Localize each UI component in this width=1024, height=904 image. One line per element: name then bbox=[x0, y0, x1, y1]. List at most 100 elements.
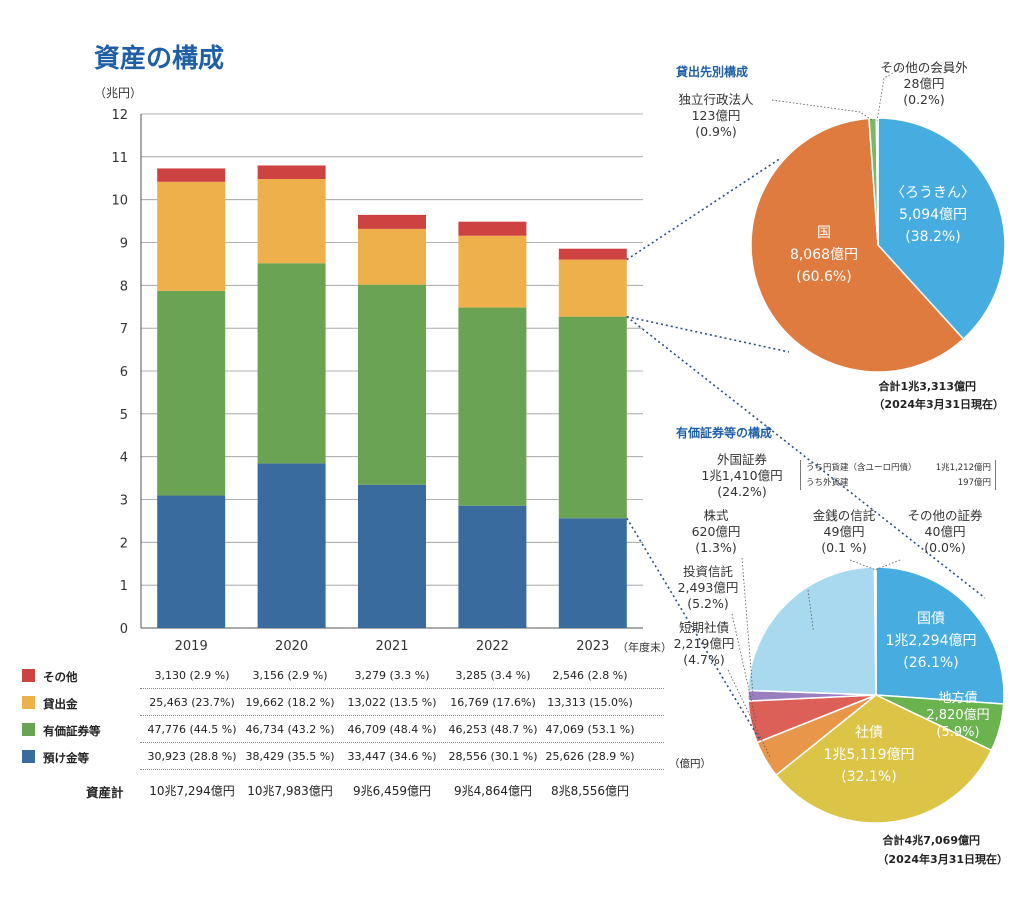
connector-line bbox=[626, 315, 986, 599]
x-tick-label: 2022 bbox=[476, 639, 509, 654]
connector-line bbox=[626, 517, 761, 741]
x-tick-label: 2020 bbox=[275, 639, 308, 654]
bar-segment-deposits bbox=[358, 484, 426, 628]
x-axis-unit: （年度末） bbox=[617, 641, 672, 654]
table-cell: 13,022 (13.5 %) bbox=[347, 696, 437, 709]
row-label-loans: 貸出金 bbox=[43, 697, 78, 711]
pie1-total: 合計1兆3,313億円 bbox=[878, 380, 976, 393]
table-cell: 38,429 (35.5 %) bbox=[245, 750, 335, 763]
table-cell: 46,709 (48.4 %) bbox=[347, 723, 437, 736]
pie2-label-government-bonds: 国債 1兆2,294億円 (26.1%) bbox=[885, 611, 977, 671]
y-tick-label: 6 bbox=[120, 365, 128, 380]
pie1-label-kuni: 国 8,068億円 (60.6%) bbox=[789, 225, 859, 285]
legend-swatch-other bbox=[22, 669, 35, 682]
y-tick-label: 7 bbox=[120, 322, 128, 337]
bar-segment-other bbox=[358, 214, 426, 229]
bar-segment-other bbox=[257, 165, 326, 179]
table-cell: 33,447 (34.6 %) bbox=[347, 750, 437, 763]
bar-segment-securities bbox=[558, 316, 627, 519]
y-tick-label: 1 bbox=[120, 579, 128, 594]
bar-segment-deposits bbox=[458, 505, 527, 628]
loan-pie-title: 貸出先別構成 bbox=[676, 65, 749, 79]
table-cell: 25,463 (23.7%) bbox=[149, 696, 235, 709]
bar-segment-deposits bbox=[558, 518, 627, 628]
row-label-securities: 有価証券等 bbox=[43, 724, 101, 738]
bar-segment-loans bbox=[257, 178, 326, 264]
bar-segment-loans bbox=[358, 228, 426, 285]
note-yen-label: うち円貨建（含ユーロ円債） bbox=[806, 463, 917, 473]
x-tick-label: 2019 bbox=[175, 639, 208, 654]
bar-segment-loans bbox=[458, 235, 527, 308]
y-tick-label: 8 bbox=[120, 279, 128, 294]
total-cell: 8兆8,556億円 bbox=[551, 784, 629, 798]
table-cell: 19,662 (18.2 %) bbox=[245, 696, 335, 709]
pie2-total: 合計4兆7,069億円 bbox=[882, 834, 980, 847]
y-tick-label: 11 bbox=[111, 151, 128, 166]
legend-swatch-securities bbox=[22, 723, 35, 736]
leader-line bbox=[849, 559, 876, 570]
bar-segment-other bbox=[157, 168, 226, 182]
pie1-date: （2024年3月31日現在） bbox=[873, 398, 1004, 411]
row-divider bbox=[140, 688, 664, 689]
bar-segment-securities bbox=[358, 284, 426, 485]
leader-line bbox=[875, 559, 901, 570]
table-cell: 28,556 (30.1 %) bbox=[448, 750, 538, 763]
leader-line bbox=[876, 67, 903, 121]
legend-swatch-deposits bbox=[22, 750, 35, 763]
bar-segment-deposits bbox=[157, 495, 226, 628]
pie2-label-short-term-bonds: 短期社債 2,219億円 (4.7%) bbox=[673, 620, 735, 667]
loan-pie-slice bbox=[750, 117, 965, 373]
securities-pie-slice bbox=[747, 566, 877, 696]
leader-line bbox=[731, 613, 757, 722]
pie2-label-other-securities: その他の証券 40億円 (0.0%) bbox=[907, 508, 983, 555]
table-cell: 25,626 (28.9 %) bbox=[545, 750, 635, 763]
pie1-label-independent-agency: 独立行政法人 123億円 (0.9%) bbox=[678, 92, 754, 139]
y-tick-label: 4 bbox=[120, 451, 128, 466]
total-cell: 9兆6,459億円 bbox=[353, 784, 431, 798]
y-axis-unit: （兆円） bbox=[94, 86, 143, 100]
page-title: 資産の構成 bbox=[94, 44, 225, 74]
total-cell: 10兆7,983億円 bbox=[247, 784, 333, 798]
table-cell: 47,069 (53.1 %) bbox=[545, 723, 635, 736]
table-cell: 16,769 (17.6%) bbox=[450, 696, 536, 709]
loan-pie-slice bbox=[875, 117, 879, 246]
total-row-label: 資産計 bbox=[86, 785, 124, 800]
pie1-label-roukin: 〈ろうきん〉 5,094億円 (38.2%) bbox=[891, 185, 975, 245]
pie2-label-local-bonds: 地方債 2,820億円 (5.9%) bbox=[926, 691, 990, 740]
connector-line bbox=[626, 315, 790, 353]
table-cell: 3,279 (3.3 %) bbox=[354, 669, 430, 682]
pie2-date: （2024年3月31日現在） bbox=[877, 853, 1008, 866]
total-cell: 9兆4,864億円 bbox=[454, 784, 532, 798]
row-label-deposits: 預け金等 bbox=[43, 751, 89, 765]
securities-pie-slice bbox=[775, 694, 993, 824]
table-cell: 46,253 (48.7 %) bbox=[448, 723, 538, 736]
table-cell: 13,313 (15.0%) bbox=[547, 696, 633, 709]
bar-segment-other bbox=[458, 221, 527, 236]
table-cell: 3,156 (2.9 %) bbox=[252, 669, 328, 682]
y-tick-label: 10 bbox=[111, 194, 128, 209]
bar-segment-loans bbox=[558, 259, 627, 317]
note-foreign-value: 197億円 bbox=[957, 478, 991, 488]
y-tick-label: 12 bbox=[111, 108, 128, 123]
table-cell: 3,130 (2.9 %) bbox=[154, 669, 230, 682]
table-cell: 30,923 (28.8 %) bbox=[147, 750, 237, 763]
y-tick-label: 2 bbox=[120, 536, 128, 551]
row-label-other: その他 bbox=[43, 670, 78, 684]
bar-segment-securities bbox=[257, 263, 326, 464]
row-divider bbox=[140, 715, 664, 716]
table-cell: 2,546 (2.8 %) bbox=[552, 669, 628, 682]
bar-segment-other bbox=[558, 248, 627, 260]
bar-segment-securities bbox=[458, 307, 527, 506]
securities-pie-title: 有価証券等の構成 bbox=[676, 426, 773, 440]
pie2-label-stocks: 株式 620億円 (1.3%) bbox=[691, 508, 741, 555]
x-tick-label: 2021 bbox=[375, 639, 408, 654]
x-tick-label: 2023 bbox=[576, 639, 609, 654]
row-divider bbox=[140, 769, 664, 770]
loan-pie-slice bbox=[877, 117, 1006, 341]
table-cell: 47,776 (44.5 %) bbox=[147, 723, 237, 736]
legend-swatch-loans bbox=[22, 696, 35, 709]
row-divider bbox=[140, 742, 664, 743]
pie2-label-corporate-bonds: 社債 1兆5,119億円 (32.1%) bbox=[823, 725, 915, 785]
pie2-label-money-trust: 金銭の信託 49億円 (0.1 %) bbox=[812, 508, 876, 555]
